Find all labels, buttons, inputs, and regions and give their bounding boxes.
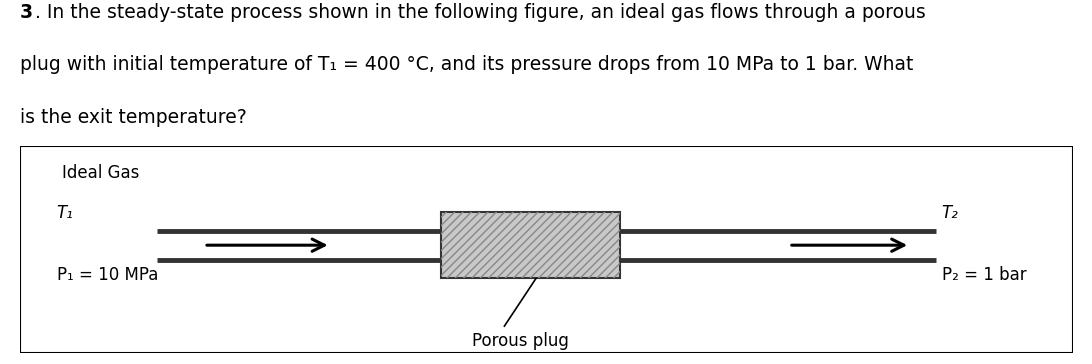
Text: Ideal Gas: Ideal Gas [62, 164, 139, 182]
Text: Porous plug: Porous plug [472, 332, 569, 350]
Text: plug with initial temperature of T₁ = 400 °C, and its pressure drops from 10 MPa: plug with initial temperature of T₁ = 40… [20, 55, 913, 74]
Text: T₁: T₁ [57, 204, 73, 222]
Text: P₁ = 10 MPa: P₁ = 10 MPa [57, 266, 158, 284]
Text: 3: 3 [20, 3, 33, 22]
Text: is the exit temperature?: is the exit temperature? [20, 108, 247, 127]
Bar [441, 212, 620, 278]
Text: . In the steady-state process shown in the following figure, an ideal gas flows : . In the steady-state process shown in t… [35, 3, 926, 22]
Text: T₂: T₂ [941, 204, 959, 222]
Bar [441, 212, 620, 278]
Text: P₂ = 1 bar: P₂ = 1 bar [941, 266, 1026, 284]
